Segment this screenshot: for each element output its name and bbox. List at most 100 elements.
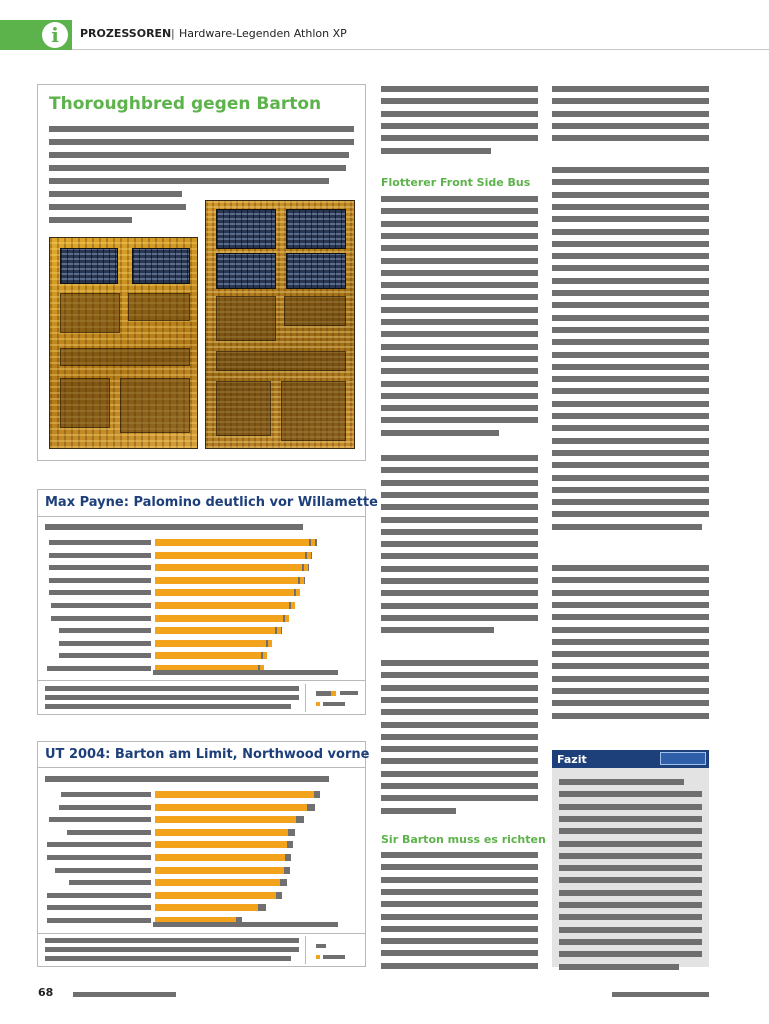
body-line — [381, 783, 538, 789]
bar-label — [59, 640, 151, 646]
body-line — [552, 376, 709, 383]
body-line — [381, 876, 538, 883]
body-line — [381, 392, 538, 399]
fazit-line — [559, 889, 702, 896]
body-line — [552, 474, 709, 481]
legend-swatch-orange — [331, 691, 336, 696]
legend-swatch-orange — [316, 702, 320, 706]
chart2-legend-divider — [305, 936, 306, 964]
fazit-line — [559, 828, 702, 835]
body-line — [381, 479, 538, 486]
bar-primary — [155, 602, 290, 609]
body-line — [381, 455, 538, 461]
cache-block — [286, 209, 346, 249]
bar-label — [59, 653, 151, 659]
bar-label — [49, 552, 151, 558]
logic-block — [281, 381, 346, 441]
bar-label — [47, 855, 151, 860]
bar-label — [49, 577, 151, 583]
bar-label — [47, 905, 151, 911]
caption-line — [49, 178, 329, 184]
body-line — [381, 627, 494, 634]
chart-title-rule — [37, 516, 366, 517]
bar-primary — [155, 791, 314, 798]
bar-primary — [155, 576, 299, 584]
body-line — [381, 565, 538, 572]
bar-label — [49, 590, 151, 596]
body-line — [552, 601, 709, 608]
body-line — [552, 700, 709, 707]
body-line — [381, 590, 538, 597]
note-line — [45, 695, 299, 700]
body-line — [381, 429, 499, 436]
body-line — [381, 578, 538, 584]
body-line — [552, 413, 709, 419]
bar-label — [51, 603, 151, 608]
body-line — [381, 331, 538, 338]
body-line — [552, 277, 709, 284]
bar-primary — [155, 652, 262, 660]
body-line — [381, 196, 538, 202]
logic-block — [216, 381, 271, 436]
body-line — [552, 191, 709, 198]
body-line — [552, 86, 709, 92]
bar-label — [67, 829, 151, 835]
body-line — [552, 449, 709, 456]
logic-block — [128, 293, 190, 321]
cache-block — [216, 253, 276, 289]
fazit-line — [559, 963, 679, 970]
body-line — [552, 511, 709, 518]
body-line — [381, 306, 538, 313]
body-line — [381, 746, 538, 753]
bar-marker — [285, 614, 290, 622]
caption-line — [49, 165, 346, 171]
body-line — [381, 614, 538, 621]
chart1-subtitle-placeholder — [45, 524, 303, 530]
body-line — [552, 425, 709, 432]
fazit-line — [559, 852, 702, 859]
body-line — [381, 269, 538, 276]
bar-label — [59, 628, 151, 634]
body-line — [552, 351, 709, 358]
fazit-line — [559, 877, 702, 884]
body-line — [552, 626, 709, 633]
body-line — [381, 319, 538, 325]
body-line — [552, 290, 709, 296]
bar-primary — [155, 816, 297, 824]
body-line — [381, 380, 538, 387]
chart2-subtitle-placeholder — [45, 776, 329, 782]
bar-marker — [300, 576, 305, 584]
body-line — [381, 733, 538, 740]
body-line — [381, 795, 538, 802]
body-line — [381, 888, 538, 895]
chart1-legend-divider — [305, 684, 306, 712]
body-line — [381, 516, 538, 523]
note-line — [45, 704, 291, 709]
bar-primary — [155, 904, 259, 912]
body-line — [552, 437, 709, 444]
fazit-line — [559, 840, 702, 847]
fazit-line — [559, 902, 702, 908]
body-line — [381, 528, 538, 535]
note-line — [45, 938, 299, 943]
chip-box-title: Thoroughbred gegen Barton — [49, 94, 322, 114]
body-line — [552, 179, 709, 186]
fazit-line — [559, 865, 702, 872]
caption-line — [49, 204, 186, 210]
chart1-title: Max Payne: Palomino deutlich vor Willame… — [45, 495, 378, 510]
body-line — [381, 696, 538, 703]
legend-label-placeholder — [340, 691, 358, 695]
cache-block — [286, 253, 346, 289]
body-line — [552, 253, 709, 260]
subhead-sir-barton: Sir Barton muss es richten — [381, 833, 546, 846]
bar-primary — [155, 614, 284, 622]
bar-primary — [155, 539, 310, 546]
body-line — [381, 257, 538, 264]
body-line — [552, 326, 709, 333]
page-number: 68 — [38, 986, 54, 999]
chart2-title: UT 2004: Barton am Limit, Northwood vorn… — [45, 747, 370, 762]
body-line — [381, 950, 538, 957]
body-line — [552, 638, 709, 645]
body-line — [552, 577, 709, 584]
header-separator: | — [171, 27, 175, 40]
